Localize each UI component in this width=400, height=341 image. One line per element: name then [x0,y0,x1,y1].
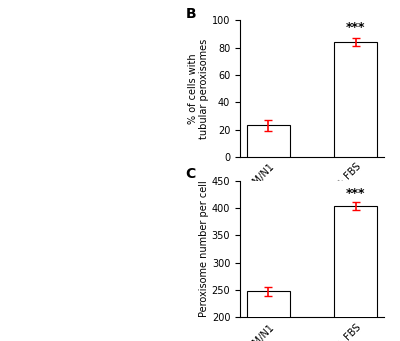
Text: ***: *** [346,21,365,34]
Y-axis label: % of cells with
tubular peroxisomes: % of cells with tubular peroxisomes [188,39,209,139]
Text: ***: *** [346,187,365,201]
Bar [246,125,290,157]
Y-axis label: Peroxisome number per cell: Peroxisome number per cell [199,180,209,317]
Bar [246,292,290,341]
Bar [334,206,378,341]
Text: C: C [185,167,196,181]
Text: B: B [185,7,196,21]
Bar [334,42,378,157]
